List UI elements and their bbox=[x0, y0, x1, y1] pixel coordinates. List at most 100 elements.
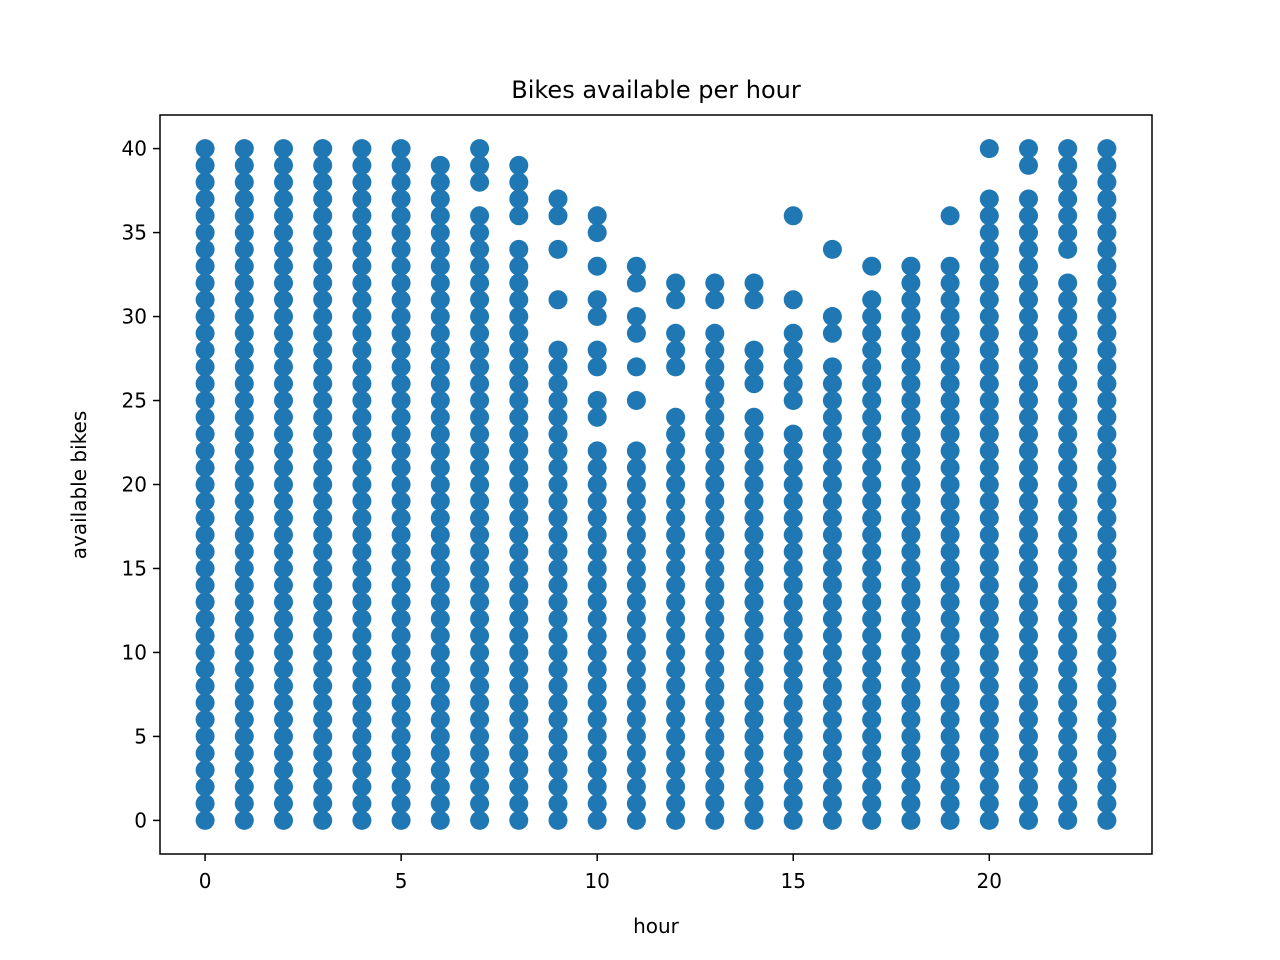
scatter-point bbox=[940, 290, 960, 310]
scatter-point bbox=[940, 626, 960, 646]
scatter-point bbox=[313, 374, 333, 394]
scatter-point bbox=[274, 525, 293, 545]
scatter-point bbox=[470, 743, 490, 763]
scatter-point bbox=[509, 273, 529, 293]
scatter-point bbox=[548, 693, 568, 713]
scatter-point bbox=[1097, 794, 1117, 814]
scatter-point bbox=[234, 357, 254, 377]
scatter-point bbox=[940, 743, 960, 763]
scatter-point bbox=[274, 172, 293, 192]
scatter-point bbox=[862, 340, 882, 360]
scatter-point bbox=[1019, 189, 1038, 209]
scatter-point bbox=[979, 525, 999, 545]
scatter-point bbox=[705, 357, 725, 377]
scatter-point bbox=[744, 273, 764, 293]
scatter-point bbox=[1097, 239, 1117, 259]
scatter-point bbox=[1019, 777, 1038, 797]
scatter-point bbox=[822, 659, 842, 679]
scatter-point bbox=[901, 559, 921, 578]
scatter-point bbox=[862, 475, 882, 494]
scatter-point bbox=[1019, 794, 1038, 814]
scatter-point bbox=[430, 256, 450, 276]
scatter-point bbox=[744, 441, 764, 461]
scatter-point bbox=[744, 659, 764, 679]
y-tick-label: 20 bbox=[122, 473, 147, 497]
scatter-point bbox=[822, 559, 842, 578]
scatter-point bbox=[1019, 693, 1038, 713]
scatter-point bbox=[195, 458, 215, 478]
scatter-point bbox=[862, 810, 882, 830]
scatter-point bbox=[940, 643, 960, 662]
scatter-point bbox=[430, 676, 450, 696]
y-axis-label: available bikes bbox=[67, 411, 91, 559]
scatter-point bbox=[666, 340, 686, 360]
scatter-point bbox=[1058, 777, 1078, 797]
scatter-point bbox=[744, 559, 764, 578]
scatter-point bbox=[470, 542, 490, 562]
scatter-point bbox=[509, 810, 529, 830]
scatter-point bbox=[1019, 575, 1038, 595]
scatter-point bbox=[744, 407, 764, 427]
scatter-point bbox=[391, 172, 411, 192]
scatter-point bbox=[313, 626, 333, 646]
scatter-point bbox=[548, 609, 568, 629]
scatter-point bbox=[979, 206, 999, 226]
scatter-point bbox=[234, 693, 254, 713]
scatter-point bbox=[666, 810, 686, 830]
scatter-point bbox=[666, 592, 686, 612]
scatter-point bbox=[666, 508, 686, 528]
scatter-point bbox=[587, 559, 607, 578]
scatter-point bbox=[195, 206, 215, 226]
scatter-point bbox=[274, 710, 293, 730]
scatter-point bbox=[548, 424, 568, 444]
scatter-point bbox=[195, 525, 215, 545]
scatter-point bbox=[901, 609, 921, 629]
scatter-point bbox=[705, 810, 725, 830]
scatter-point bbox=[979, 307, 999, 326]
scatter-point bbox=[783, 441, 803, 461]
scatter-point bbox=[274, 239, 293, 259]
scatter-point bbox=[352, 155, 372, 175]
scatter-point bbox=[195, 676, 215, 696]
scatter-point bbox=[862, 525, 882, 545]
scatter-point bbox=[1097, 206, 1117, 226]
scatter-point bbox=[705, 559, 725, 578]
scatter-point bbox=[430, 340, 450, 360]
scatter-point bbox=[274, 575, 293, 595]
scatter-point bbox=[979, 592, 999, 612]
x-axis: 0 5 10 15 20 bbox=[199, 854, 1002, 893]
scatter-point bbox=[234, 726, 254, 746]
scatter-point bbox=[313, 810, 333, 830]
scatter-point bbox=[234, 273, 254, 293]
scatter-point bbox=[979, 626, 999, 646]
scatter-point bbox=[783, 424, 803, 444]
scatter-point bbox=[783, 726, 803, 746]
scatter-point bbox=[274, 743, 293, 763]
scatter-point bbox=[430, 475, 450, 494]
scatter-point bbox=[509, 391, 529, 410]
scatter-point bbox=[313, 491, 333, 511]
scatter-point bbox=[234, 676, 254, 696]
scatter-point bbox=[274, 189, 293, 209]
scatter-point bbox=[234, 542, 254, 562]
scatter-point bbox=[1019, 726, 1038, 746]
scatter-point bbox=[430, 273, 450, 293]
scatter-point bbox=[352, 676, 372, 696]
scatter-point bbox=[391, 475, 411, 494]
scatter-point bbox=[234, 391, 254, 410]
scatter-point bbox=[979, 559, 999, 578]
scatter-point bbox=[430, 172, 450, 192]
scatter-point bbox=[783, 374, 803, 394]
scatter-point bbox=[979, 424, 999, 444]
scatter-point bbox=[1058, 139, 1078, 159]
scatter-point bbox=[901, 810, 921, 830]
scatter-point bbox=[509, 559, 529, 578]
scatter-point bbox=[470, 659, 490, 679]
scatter-point bbox=[979, 441, 999, 461]
scatter-point bbox=[195, 407, 215, 427]
scatter-point bbox=[626, 273, 646, 293]
scatter-point bbox=[1019, 256, 1038, 276]
scatter-point bbox=[313, 239, 333, 259]
scatter-point bbox=[940, 592, 960, 612]
scatter-point bbox=[626, 760, 646, 780]
